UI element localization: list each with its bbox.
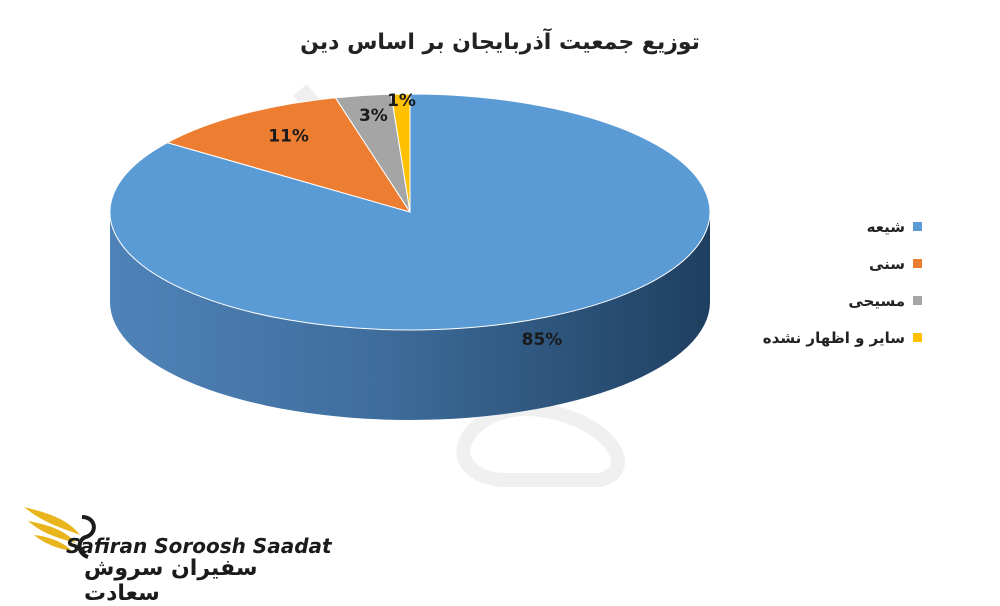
- chart-title: توزیع جمعیت آذربایجان بر اساس دین: [300, 30, 700, 55]
- brand-name-fa: سفیران سروش سعادت: [84, 556, 258, 606]
- legend-swatch-christian: [913, 296, 922, 305]
- data-label-other: 1%: [387, 91, 416, 111]
- data-label-shia: 85%: [522, 330, 563, 350]
- pie-side: [110, 212, 710, 420]
- legend-label-shia: شیعه: [866, 217, 905, 236]
- legend-swatch-other: [913, 333, 922, 342]
- pie-side-wall: [110, 212, 710, 420]
- data-label-christian: 3%: [359, 106, 388, 126]
- legend: شیعه سنی مسیحی سایر و اظهار نشده: [752, 208, 922, 356]
- brand-logo: [24, 507, 96, 559]
- legend-label-christian: مسیحی: [848, 291, 905, 310]
- data-label-sunni: 11%: [268, 127, 309, 147]
- legend-swatch-shia: [913, 222, 922, 231]
- legend-label-sunni: سنی: [868, 254, 905, 273]
- pie-slices: [109, 93, 711, 331]
- legend-item-sunni: سنی: [752, 245, 922, 282]
- legend-item-shia: شیعه: [752, 208, 922, 245]
- legend-label-other: سایر و اظهار نشده: [762, 328, 905, 347]
- legend-item-christian: مسیحی: [752, 282, 922, 319]
- pie-labels: 85% 11% 3%1%: [268, 91, 562, 350]
- legend-item-other: سایر و اظهار نشده: [752, 319, 922, 356]
- legend-swatch-sunni: [913, 259, 922, 268]
- pie-slice-sunni: [165, 97, 412, 213]
- pie-slice-other: [390, 93, 411, 213]
- brand-name-en: Safiran Soroosh Saadat: [66, 534, 332, 558]
- wing-icon: [24, 507, 96, 559]
